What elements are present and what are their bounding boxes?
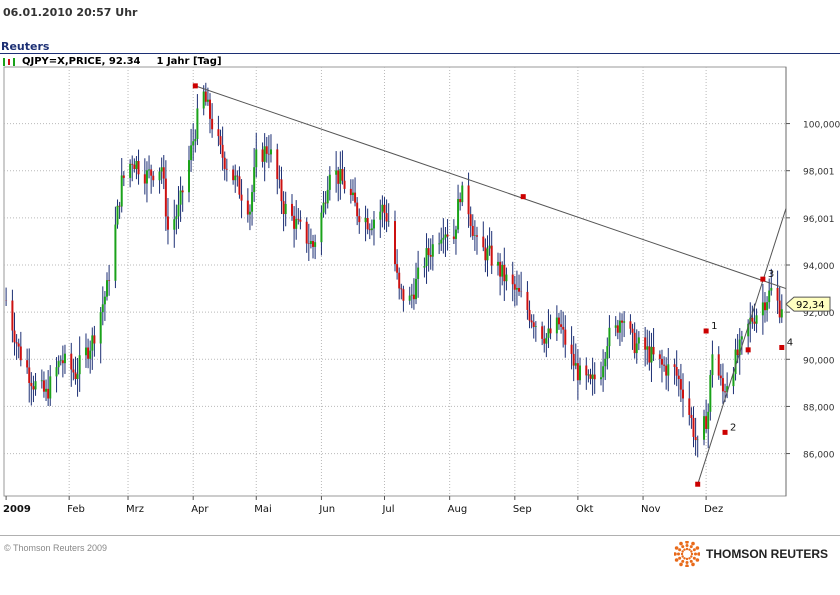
last-value-flag xyxy=(785,296,831,312)
footer-divider xyxy=(0,535,840,536)
x-tick-label: Aug xyxy=(448,504,468,515)
thomson-reuters-logo-icon xyxy=(673,541,700,567)
brand: THOMSON REUTERS xyxy=(673,541,828,567)
x-tick-label: Feb xyxy=(67,504,85,515)
y-tick-label: 100,000 xyxy=(803,121,840,131)
timestamp: 06.01.2010 20:57 Uhr xyxy=(3,6,138,19)
logo-dot xyxy=(685,544,689,547)
x-tick-label: Jul xyxy=(381,504,394,515)
brand-name: THOMSON REUTERS xyxy=(705,547,828,561)
pattern-marker xyxy=(722,429,728,435)
y-tick-label: 92,000 xyxy=(803,309,835,319)
logo-dot xyxy=(689,545,693,549)
y-tick-label: 86,000 xyxy=(803,451,835,461)
logo-dot xyxy=(685,561,689,564)
x-tick-label: Dez xyxy=(704,504,723,515)
pattern-marker xyxy=(695,481,701,487)
last-value-label: 92,34 xyxy=(796,300,825,311)
logo-dot xyxy=(688,548,691,551)
logo-dot xyxy=(678,556,682,560)
instrument-label: QJPY=X,PRICE, 92.34 xyxy=(22,56,141,67)
pattern-marker xyxy=(192,83,198,89)
logo-dot xyxy=(679,541,683,546)
logo-dot xyxy=(681,559,685,563)
pattern-marker xyxy=(779,345,785,350)
plot-area xyxy=(3,66,787,497)
x-tick-label: 2009 xyxy=(3,504,31,515)
logo-dot xyxy=(685,564,689,567)
x-tick-label: Mrz xyxy=(126,504,144,515)
logo-dot xyxy=(688,557,691,560)
y-tick-label: 88,000 xyxy=(803,403,835,413)
logo-dot xyxy=(676,552,680,556)
logo-dot xyxy=(690,550,693,553)
logo-dot xyxy=(683,557,686,560)
logo-dot xyxy=(685,547,689,551)
ohlc-bars-icon xyxy=(3,57,15,66)
marker-label: 1 xyxy=(711,321,717,332)
logo-dot xyxy=(678,548,682,552)
y-tick-label: 96,001 xyxy=(803,215,835,225)
x-tick-label: Okt xyxy=(576,504,594,515)
logo-dot xyxy=(681,550,684,553)
copyright: © Thomson Reuters 2009 xyxy=(4,543,108,553)
y-tick-label: 90,000 xyxy=(803,356,835,366)
x-tick-label: Apr xyxy=(191,504,209,515)
trendline-support xyxy=(697,208,787,485)
logo-dot xyxy=(685,541,689,544)
logo-dot xyxy=(673,552,677,556)
trendline-resistance xyxy=(195,85,787,290)
logo-dot xyxy=(691,562,695,567)
logo-dot xyxy=(689,559,693,563)
y-tick-label: 98,001 xyxy=(803,168,835,178)
period-label: 1 Jahr [Tag] xyxy=(156,56,222,67)
logo-dot xyxy=(692,556,696,560)
chart-legend: QJPY=X,PRICE, 92.34 1 Jahr [Tag] xyxy=(2,56,222,67)
marker-label: 2 xyxy=(730,422,736,433)
logo-dot xyxy=(679,562,683,567)
logo-dot xyxy=(674,558,679,562)
pattern-marker xyxy=(703,328,709,334)
x-tick-label: Nov xyxy=(641,504,661,515)
x-tick-label: Mai xyxy=(254,504,272,515)
y-tick-label: 94,000 xyxy=(803,262,835,272)
logo-dot xyxy=(690,555,693,558)
pattern-marker xyxy=(760,276,766,282)
logo-dot xyxy=(693,552,697,556)
logo-dot xyxy=(681,545,685,549)
x-tick-label: Jun xyxy=(318,504,335,515)
pattern-marker xyxy=(520,194,526,200)
source-label: Reuters xyxy=(1,40,50,53)
marker-label: 4 xyxy=(787,338,793,349)
logo-dot xyxy=(680,552,684,556)
logo-dot xyxy=(695,546,700,550)
marker-label: 3 xyxy=(768,269,774,280)
logo-dot xyxy=(695,558,700,562)
logo-dot xyxy=(690,552,694,556)
logo-dot xyxy=(685,557,689,561)
logo-dot xyxy=(674,546,679,550)
logo-dot xyxy=(681,555,684,558)
x-tick-label: Sep xyxy=(513,504,532,515)
price-chart[interactable]: 86,000 88,000 90,000 92,000 94,000 96,001 98,0… xyxy=(0,0,840,535)
logo-dot xyxy=(697,552,700,556)
logo-dot xyxy=(691,541,695,546)
logo-dot xyxy=(683,548,686,551)
pattern-marker xyxy=(745,347,751,353)
logo-dot xyxy=(692,548,696,552)
header-divider xyxy=(0,53,840,54)
